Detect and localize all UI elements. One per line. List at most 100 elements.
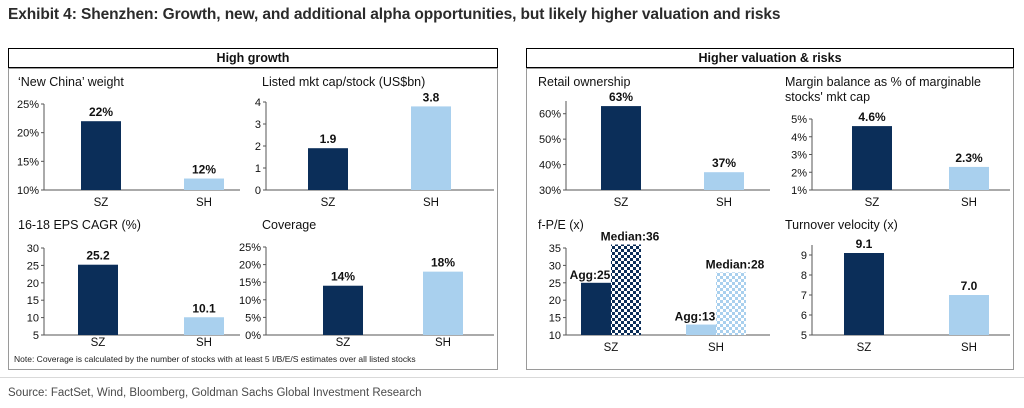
y-tick-label: 30 [27,243,39,255]
y-tick-label: 1 [255,163,261,175]
y-tick-label: 3% [791,150,807,162]
chart-title: Margin balance as % of marginable [785,75,981,89]
chart-title: f-P/E (x) [538,218,584,232]
bar-agg-sz [581,282,611,335]
data-label: 3.8 [423,90,440,104]
data-label: 12% [192,163,216,177]
bar-sz [81,121,121,190]
x-tick-label: SZ [91,337,106,349]
x-tick-label: SH [435,337,451,349]
bar-sh [184,317,224,335]
bar-sz [852,126,892,190]
x-tick-label: SZ [94,197,109,209]
y-tick-label: 5 [33,330,39,342]
bar-median-sh [716,272,746,335]
y-tick-label: 3 [255,119,261,131]
data-label: 9.1 [856,237,873,251]
y-tick-label: 5 [801,330,807,342]
data-label: 2.3% [955,151,983,165]
x-tick-label: SH [423,197,439,209]
y-tick-label: 1% [791,185,807,197]
data-label: Median:36 [601,230,660,244]
y-tick-label: 7 [801,290,807,302]
bar-sh [949,295,989,335]
data-label: Agg:13 [675,310,716,324]
data-label: 14% [331,270,355,284]
bar-sh [949,166,989,190]
y-tick-label: 15% [17,156,39,168]
x-tick-label: SH [961,342,977,354]
panel-frame-right [526,68,1014,370]
y-tick-label: 15 [27,295,39,307]
data-label: 7.0 [961,279,978,293]
data-label: Median:28 [706,257,765,271]
data-label: 4.6% [858,110,886,124]
data-label: 63% [609,90,633,104]
y-tick-label: 15 [549,313,561,325]
bar-sz [308,148,348,190]
x-tick-label: SH [961,197,977,209]
chart-title: Coverage [262,218,316,232]
x-tick-label: SH [708,342,724,354]
y-tick-label: 10 [27,313,39,325]
data-label: 1.9 [320,132,337,146]
bar-sh [704,172,744,190]
y-tick-label: 50% [539,134,561,146]
divider [0,377,1024,378]
y-tick-label: 20 [27,278,39,290]
panel-header-higher-valuation: Higher valuation & risks [526,48,1014,68]
y-tick-label: 35 [549,243,561,255]
bar-sz [323,285,363,335]
panel-frame-left [8,68,498,370]
y-tick-label: 0% [245,330,261,342]
chart-title: ‘New China’ weight [18,75,124,89]
bar-sh [184,178,224,190]
chart-title: Listed mkt cap/stock (US$bn) [262,75,425,89]
y-tick-label: 30 [549,260,561,272]
y-tick-label: 20 [549,295,561,307]
y-tick-label: 4% [791,132,807,144]
chart-title: Turnover velocity (x) [785,218,898,232]
y-tick-label: 30% [539,185,561,197]
y-tick-label: 10% [239,295,261,307]
y-tick-label: 20% [17,128,39,140]
footnote: Note: Coverage is calculated by the numb… [14,354,416,364]
panel-header-high-growth: High growth [8,48,498,68]
x-tick-label: SH [196,197,212,209]
x-tick-label: SH [716,197,732,209]
bar-sz [78,264,118,335]
y-tick-label: 25% [239,242,261,254]
data-label: 22% [89,105,113,119]
data-label: 37% [712,156,736,170]
x-tick-label: SZ [336,337,351,349]
x-tick-label: SZ [321,197,336,209]
x-tick-label: SZ [604,342,619,354]
y-tick-label: 6 [801,310,807,322]
y-tick-label: 4 [255,97,261,109]
y-tick-label: 60% [539,109,561,121]
y-tick-label: 2 [255,141,261,153]
x-tick-label: SZ [857,342,872,354]
data-label: 25.2 [86,249,110,263]
y-tick-label: 25% [17,99,39,111]
bar-sz [844,253,884,335]
y-tick-label: 2% [791,167,807,179]
bar-sh [423,271,463,335]
y-tick-label: 5% [791,114,807,126]
y-tick-label: 9 [801,250,807,262]
source-line: Source: FactSet, Wind, Bloomberg, Goldma… [8,387,422,399]
x-tick-label: SZ [865,197,880,209]
y-tick-label: 8 [801,270,807,282]
y-tick-label: 40% [539,160,561,172]
chart-title: Retail ownership [538,75,630,89]
y-tick-label: 20% [239,260,261,272]
x-tick-label: SH [196,337,212,349]
page-title: Exhibit 4: Shenzhen: Growth, new, and ad… [8,6,781,23]
y-tick-label: 0 [255,185,261,197]
chart-title: stocks' mkt cap [785,90,870,104]
data-label: Agg:25 [570,268,611,282]
data-label: 10.1 [192,301,216,315]
bar-median-sz [611,244,641,335]
y-tick-label: 25 [549,278,561,290]
